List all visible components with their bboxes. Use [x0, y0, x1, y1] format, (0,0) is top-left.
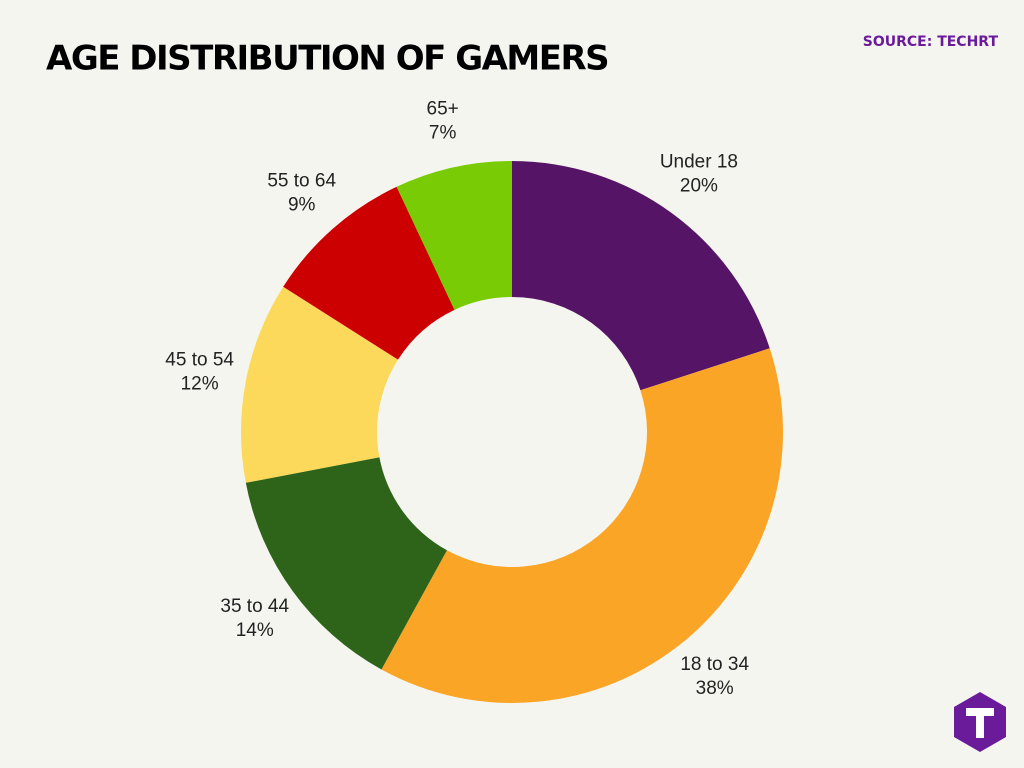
slice-label: 18 to 34 — [680, 654, 749, 675]
slice-label: 65+ — [427, 99, 459, 120]
donut-slice — [241, 286, 399, 483]
source: SOURCE: TECHRT — [863, 34, 999, 50]
value-label: 12% — [181, 373, 219, 394]
chart-title: AGE DISTRIBUTION OF GAMERS — [46, 39, 608, 79]
donut-slice — [283, 186, 455, 360]
donut-slice — [512, 161, 770, 391]
value-label: 20% — [680, 176, 718, 197]
value-label: 14% — [236, 620, 274, 641]
slice-label: Under 18 — [660, 152, 738, 173]
donut-slice — [381, 348, 783, 704]
logo — [954, 692, 1006, 752]
value-label: 7% — [429, 123, 457, 144]
slice-label: 35 to 44 — [220, 596, 289, 617]
slice-label: 55 to 64 — [267, 170, 336, 191]
donut — [241, 161, 783, 704]
donut-slice — [396, 161, 512, 310]
slice-label: 45 to 54 — [165, 349, 234, 370]
value-label: 9% — [288, 194, 316, 215]
donut-slice — [245, 457, 447, 670]
value-label: 38% — [696, 678, 734, 699]
